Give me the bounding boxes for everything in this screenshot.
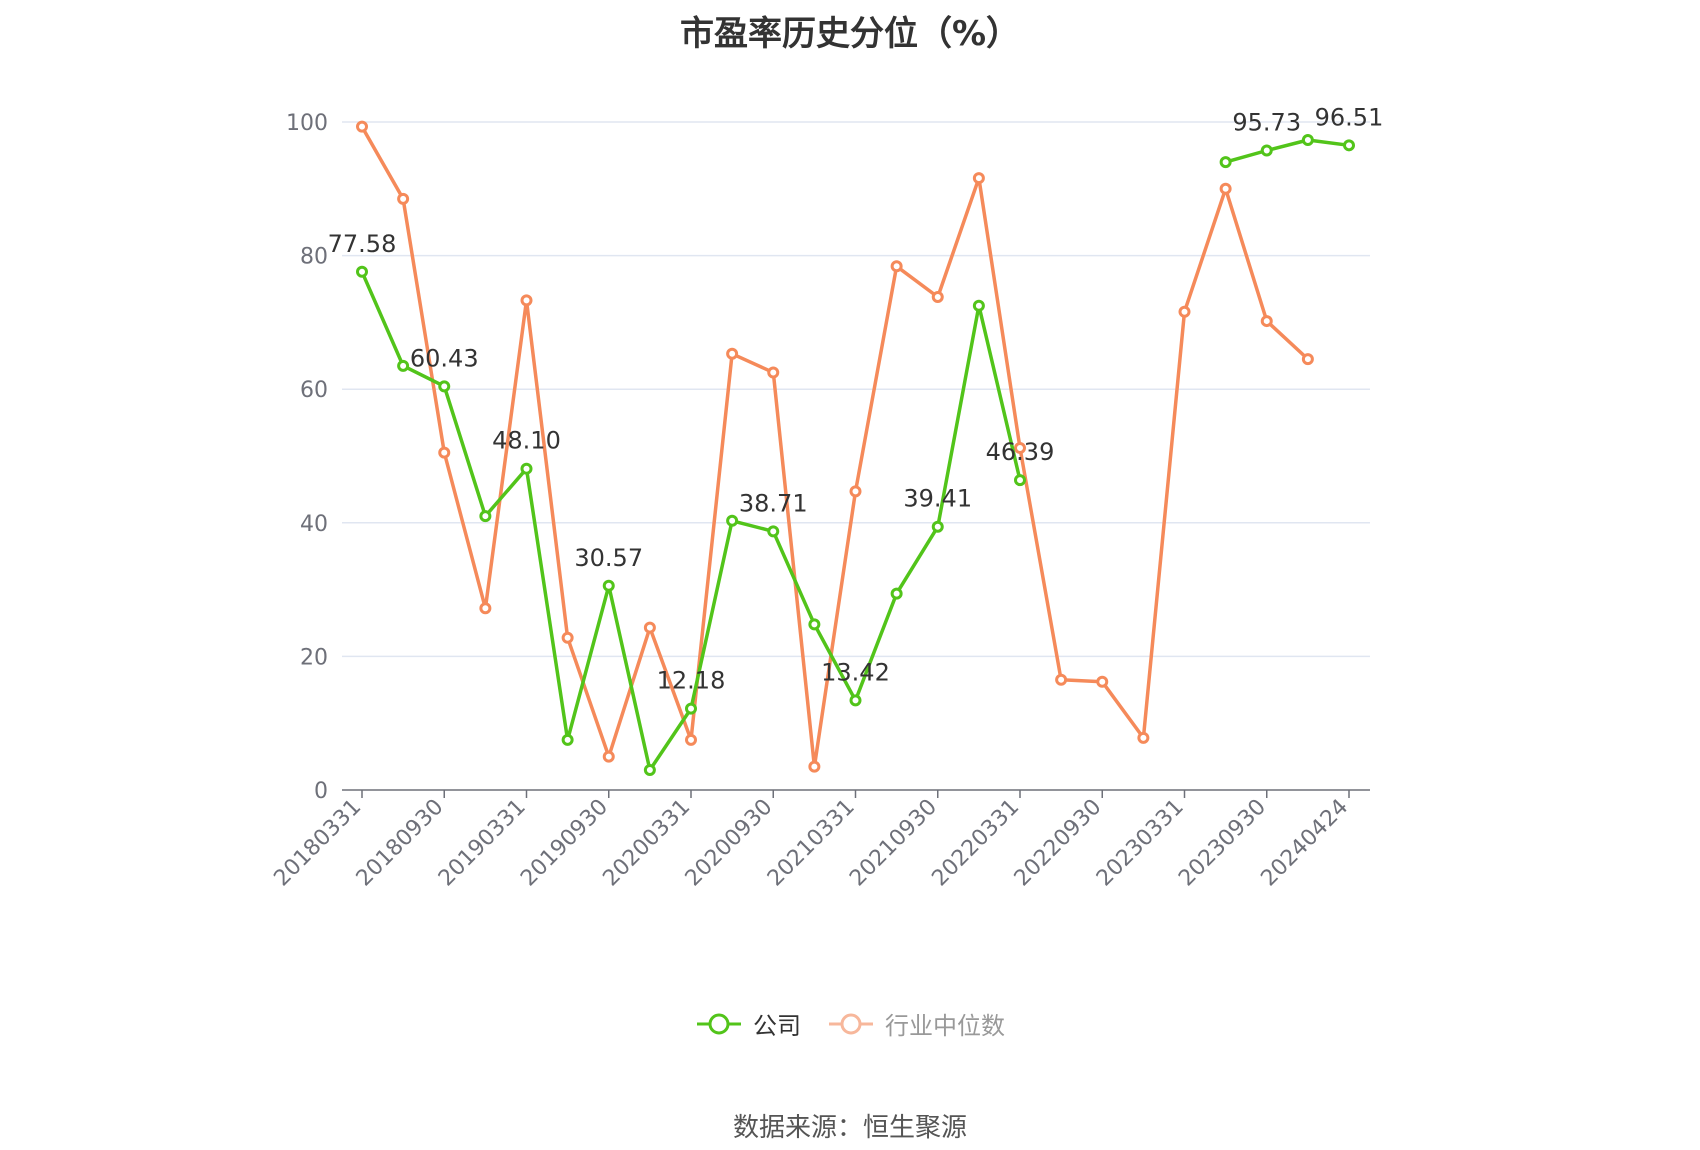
data-label-layer: 77.58 60.43 48.10 30.57 12.18 38.71 13.42 39.41… <box>328 103 1384 694</box>
y-tick-label: 20 <box>300 645 328 670</box>
data-point-company <box>1343 139 1355 152</box>
x-tick-label: 20220930 <box>1010 795 1107 892</box>
data-point-industry-median <box>1096 675 1109 688</box>
data-label: 13.42 <box>821 658 890 686</box>
series-line-company <box>1225 138 1350 164</box>
source-note: 数据来源：恒生聚源 <box>732 1113 967 1143</box>
data-label: 48.10 <box>492 427 561 455</box>
data-point-company <box>931 520 944 533</box>
x-tick-label: 20200331 <box>598 795 695 892</box>
y-tick-label: 40 <box>300 512 328 537</box>
data-point-industry-median <box>726 347 739 360</box>
line-chart: 0 20 40 60 80 100 2018033120180930201903312019… <box>269 103 1384 891</box>
x-tick-label: 20190331 <box>434 795 531 892</box>
data-label: 12.18 <box>657 667 726 695</box>
legend-swatch-company <box>697 1013 741 1034</box>
data-point-industry-median <box>1219 182 1232 195</box>
data-point-industry-median <box>931 291 944 304</box>
data-point-industry-median <box>685 733 697 746</box>
y-tick-label: 80 <box>300 245 328 270</box>
series-layer <box>356 120 1355 776</box>
data-point-industry-median <box>520 294 533 307</box>
data-point-industry-median <box>356 120 368 133</box>
data-point-industry-median <box>438 446 451 459</box>
data-point-industry-median <box>808 760 821 773</box>
series-line-industry-median <box>360 125 1310 769</box>
data-point-company <box>685 702 697 715</box>
data-point-company <box>890 587 903 600</box>
data-label: 60.43 <box>410 344 479 372</box>
data-point-company <box>1260 144 1273 157</box>
data-point-industry-median <box>1014 441 1026 454</box>
data-point-industry-median <box>849 485 862 498</box>
x-tick-label: 20210331 <box>763 795 860 892</box>
data-label: 46.39 <box>986 438 1055 466</box>
data-point-company <box>767 525 780 538</box>
data-point-industry-median <box>561 631 574 644</box>
x-tick-label: 20240424 <box>1256 795 1353 892</box>
data-point-company <box>397 359 410 372</box>
data-label: 39.41 <box>903 485 972 513</box>
data-point-company <box>849 694 862 707</box>
data-point-company <box>356 265 368 278</box>
data-label: 77.58 <box>328 230 397 258</box>
data-point-industry-median <box>479 602 492 615</box>
data-point-company <box>808 618 821 631</box>
legend-label-company: 公司 <box>753 1012 801 1040</box>
data-point-industry-median <box>1178 305 1191 318</box>
data-label: 38.71 <box>739 489 808 517</box>
axis-layer: 0 20 40 60 80 100 2018033120180930201903312019… <box>269 111 1370 891</box>
data-point-company <box>643 763 656 776</box>
data-point-company <box>520 462 533 475</box>
data-point-industry-median <box>1055 673 1068 686</box>
data-point-industry-median <box>767 366 780 379</box>
chart-title: 市盈率历史分位（%） <box>679 14 1021 54</box>
data-point-company <box>602 579 615 592</box>
x-tick-label: 20230331 <box>1092 795 1189 892</box>
x-tick-label: 20180930 <box>352 795 449 892</box>
data-point-industry-median <box>1301 353 1314 366</box>
data-point-industry-median <box>397 192 410 205</box>
data-label: 96.51 <box>1315 103 1384 131</box>
data-point-industry-median <box>643 621 656 634</box>
data-point-company <box>1301 134 1314 147</box>
y-tick-label: 60 <box>300 378 328 403</box>
data-label: 30.57 <box>574 544 643 572</box>
y-tick-label: 100 <box>286 111 328 136</box>
legend-item-company[interactable]: 公司 <box>695 1006 801 1041</box>
legend-swatch-industry-median <box>829 1013 873 1034</box>
x-tick-label: 20180331 <box>269 795 366 892</box>
data-label: 95.73 <box>1232 109 1301 137</box>
data-point-company <box>726 514 739 527</box>
legend-item-industry-median[interactable]: 行业中位数 <box>827 1006 1005 1041</box>
data-point-company <box>479 510 492 523</box>
legend-label-industry-median: 行业中位数 <box>885 1012 1005 1040</box>
x-tick-label: 20200930 <box>681 795 778 892</box>
grid-layer <box>342 121 1370 658</box>
data-point-company <box>972 299 985 312</box>
data-point-industry-median <box>602 750 615 763</box>
data-point-industry-median <box>1137 731 1150 744</box>
data-point-company <box>438 380 451 393</box>
data-point-company <box>1219 156 1232 169</box>
legend: 公司 行业中位数 <box>0 1006 1700 1041</box>
data-point-industry-median <box>1260 315 1273 328</box>
x-tick-label: 20210930 <box>845 795 942 892</box>
data-point-company <box>1014 474 1026 487</box>
x-tick-label: 20190930 <box>516 795 613 892</box>
data-point-company <box>561 733 574 746</box>
data-point-industry-median <box>972 172 985 185</box>
x-tick-label: 20220331 <box>927 795 1024 892</box>
y-tick-label: 0 <box>314 779 328 804</box>
data-point-industry-median <box>890 260 903 273</box>
x-tick-label: 20230930 <box>1174 795 1271 892</box>
